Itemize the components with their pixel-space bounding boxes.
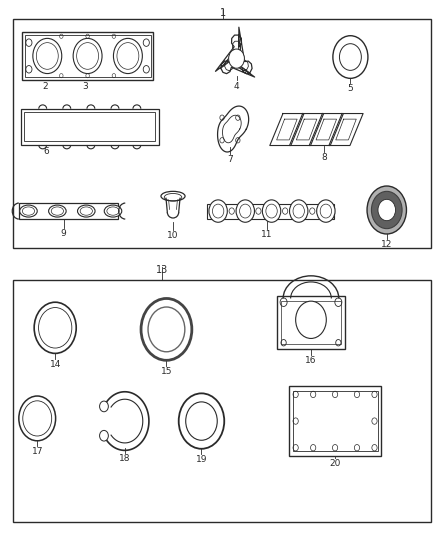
Ellipse shape <box>161 191 185 201</box>
Circle shape <box>367 186 406 234</box>
Text: 5: 5 <box>347 84 353 93</box>
Text: 1: 1 <box>220 8 226 18</box>
Text: 6: 6 <box>43 147 49 156</box>
Text: 16: 16 <box>305 356 317 365</box>
Circle shape <box>333 36 368 78</box>
Text: 13: 13 <box>156 265 168 275</box>
Ellipse shape <box>49 205 66 217</box>
Ellipse shape <box>78 205 95 217</box>
Circle shape <box>179 393 224 449</box>
Text: 18: 18 <box>119 454 131 463</box>
Text: 11: 11 <box>261 230 273 239</box>
Circle shape <box>33 38 62 74</box>
Bar <box>293 391 378 451</box>
Circle shape <box>296 301 326 338</box>
Bar <box>289 386 381 456</box>
Circle shape <box>262 200 281 222</box>
Text: 2: 2 <box>42 82 48 91</box>
Bar <box>13 19 431 248</box>
Bar <box>25 35 151 77</box>
Text: 15: 15 <box>161 367 172 376</box>
Bar <box>22 32 153 80</box>
Text: 20: 20 <box>329 459 341 469</box>
Circle shape <box>209 200 227 222</box>
Text: 8: 8 <box>321 153 327 162</box>
Bar <box>281 301 340 344</box>
Circle shape <box>113 38 142 74</box>
Circle shape <box>99 401 108 411</box>
Text: 12: 12 <box>381 240 392 249</box>
Circle shape <box>99 431 108 441</box>
Text: 19: 19 <box>196 455 207 464</box>
Circle shape <box>290 200 308 222</box>
Bar <box>13 280 431 522</box>
Bar <box>277 296 345 349</box>
Text: 14: 14 <box>49 360 61 369</box>
Text: 9: 9 <box>60 229 67 238</box>
Text: 3: 3 <box>82 82 88 91</box>
Text: 4: 4 <box>234 82 239 91</box>
Circle shape <box>371 191 402 229</box>
Bar <box>19 203 118 219</box>
Text: 10: 10 <box>167 231 179 240</box>
Bar <box>207 204 334 219</box>
Bar <box>24 112 155 141</box>
Ellipse shape <box>20 205 37 217</box>
Circle shape <box>317 200 335 222</box>
Text: 17: 17 <box>32 447 43 456</box>
Circle shape <box>73 38 102 74</box>
Ellipse shape <box>104 205 122 217</box>
Circle shape <box>229 49 244 68</box>
Circle shape <box>236 200 254 222</box>
Text: 7: 7 <box>227 155 233 164</box>
Bar <box>21 109 159 145</box>
Circle shape <box>378 199 396 221</box>
